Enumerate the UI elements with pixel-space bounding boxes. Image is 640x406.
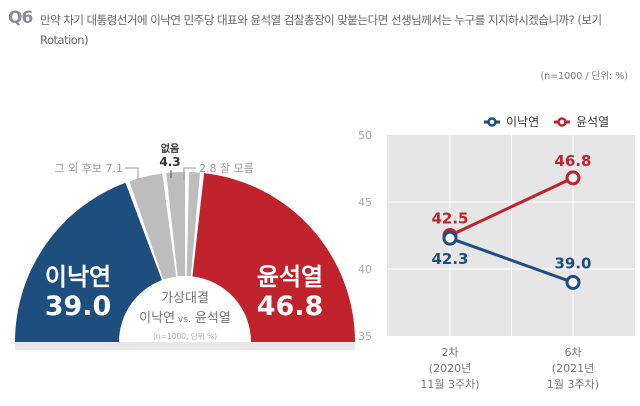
center-title: 가상대결	[161, 291, 209, 306]
x-tick-label: 6차	[564, 346, 581, 359]
leader-line-dk	[183, 167, 196, 180]
slice-label-other: 그 외 후보 7.1	[55, 162, 123, 175]
pie-slice-1	[129, 173, 177, 280]
slice-value-none: 4.3	[159, 155, 180, 169]
x-tick-label: 2차	[441, 346, 458, 359]
slice-label-dk: 2.8 잘 모름	[199, 162, 254, 175]
y-tick-label: 40	[358, 263, 372, 276]
data-label-0: 39.0	[554, 254, 591, 272]
x-tick-label: 1월 3주차)	[547, 378, 599, 391]
legend-label-1: 윤석열	[576, 115, 609, 129]
pie-slice-4	[192, 173, 355, 342]
legend-label-0: 이낙연	[506, 115, 539, 129]
slice-label-lee: 이낙연	[45, 263, 111, 291]
data-point-0	[565, 274, 581, 290]
x-tick-label: (2020년	[429, 362, 471, 375]
data-label-1: 46.8	[554, 152, 591, 170]
y-tick-label: 45	[358, 196, 372, 209]
pie-slice-2	[166, 172, 186, 277]
series-line-1	[449, 176, 574, 237]
pie-slice-0	[15, 182, 162, 342]
leader-line-other	[125, 167, 139, 180]
series-line-0	[449, 236, 574, 284]
pie-slice-3	[186, 172, 201, 277]
data-point-1	[565, 170, 581, 186]
x-tick-label: 11월 3주차)	[420, 378, 479, 391]
baseline-band	[15, 342, 355, 350]
legend-marker-1	[557, 117, 567, 127]
center-center-vs: vs.	[175, 315, 191, 325]
slice-label-yoon: 윤석열	[257, 263, 323, 291]
center-subtitle: 이낙연 vs. 윤석열	[139, 311, 231, 326]
x-tick-label: (2021년	[552, 362, 594, 375]
question-number: Q6	[8, 8, 33, 28]
slice-label-none: 없음	[161, 142, 179, 155]
data-label-0: 42.3	[431, 250, 468, 268]
data-point-0	[442, 230, 458, 246]
question-text: 만약 차기 대통령선거에 이낙연 민주당 대표와 윤석열 검찰총장이 맞붙는다면…	[40, 13, 602, 47]
unit-note: (n=1000 / 단위: %)	[540, 71, 628, 82]
slice-value-yoon: 46.8	[257, 291, 324, 322]
legend-marker-0	[487, 117, 497, 127]
center-center-sub-left: 이낙연	[139, 311, 175, 326]
slice-value-lee: 39.0	[45, 291, 112, 322]
y-tick-label: 50	[358, 129, 372, 142]
center-note: (n=1000, 단위 %)	[153, 331, 217, 341]
center-center-sub-right: 윤석열	[191, 311, 231, 326]
data-label-1: 42.5	[431, 210, 468, 228]
y-tick-label: 35	[358, 330, 372, 343]
